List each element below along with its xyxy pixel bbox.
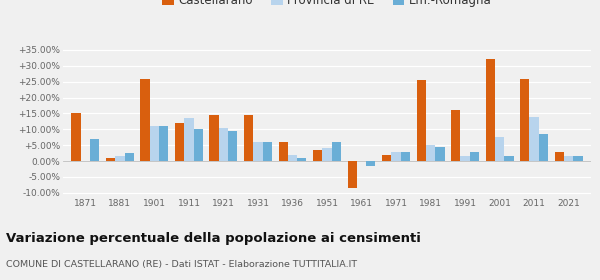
- Bar: [209, 115, 219, 161]
- Bar: [416, 80, 426, 161]
- Text: COMUNE DI CASTELLARANO (RE) - Dati ISTAT - Elaborazione TUTTITALIA.IT: COMUNE DI CASTELLARANO (RE) - Dati ISTAT…: [6, 260, 357, 269]
- Bar: [253, 142, 263, 161]
- Bar: [106, 158, 115, 161]
- Bar: [332, 142, 341, 161]
- Bar: [564, 156, 573, 161]
- Bar: [115, 156, 125, 161]
- Bar: [401, 151, 410, 161]
- Bar: [435, 147, 445, 161]
- Bar: [426, 145, 435, 161]
- Bar: [382, 155, 391, 161]
- Bar: [194, 129, 203, 161]
- Bar: [391, 151, 401, 161]
- Bar: [71, 113, 81, 161]
- Bar: [125, 153, 134, 161]
- Bar: [297, 158, 307, 161]
- Bar: [495, 137, 504, 161]
- Bar: [150, 126, 159, 161]
- Bar: [159, 126, 169, 161]
- Bar: [278, 142, 288, 161]
- Text: Variazione percentuale della popolazione ai censimenti: Variazione percentuale della popolazione…: [6, 232, 421, 245]
- Bar: [485, 59, 495, 161]
- Bar: [539, 134, 548, 161]
- Bar: [313, 150, 322, 161]
- Bar: [90, 139, 100, 161]
- Bar: [184, 118, 194, 161]
- Bar: [219, 128, 228, 161]
- Bar: [322, 148, 332, 161]
- Bar: [520, 78, 529, 161]
- Bar: [529, 116, 539, 161]
- Bar: [460, 156, 470, 161]
- Bar: [244, 115, 253, 161]
- Bar: [366, 161, 376, 166]
- Bar: [140, 78, 150, 161]
- Bar: [504, 156, 514, 161]
- Bar: [288, 155, 297, 161]
- Bar: [470, 151, 479, 161]
- Bar: [175, 123, 184, 161]
- Bar: [573, 156, 583, 161]
- Bar: [554, 151, 564, 161]
- Bar: [451, 110, 460, 161]
- Legend: Castellarano, Provincia di RE, Em.-Romagna: Castellarano, Provincia di RE, Em.-Romag…: [157, 0, 497, 12]
- Bar: [263, 142, 272, 161]
- Bar: [228, 131, 238, 161]
- Bar: [347, 161, 357, 188]
